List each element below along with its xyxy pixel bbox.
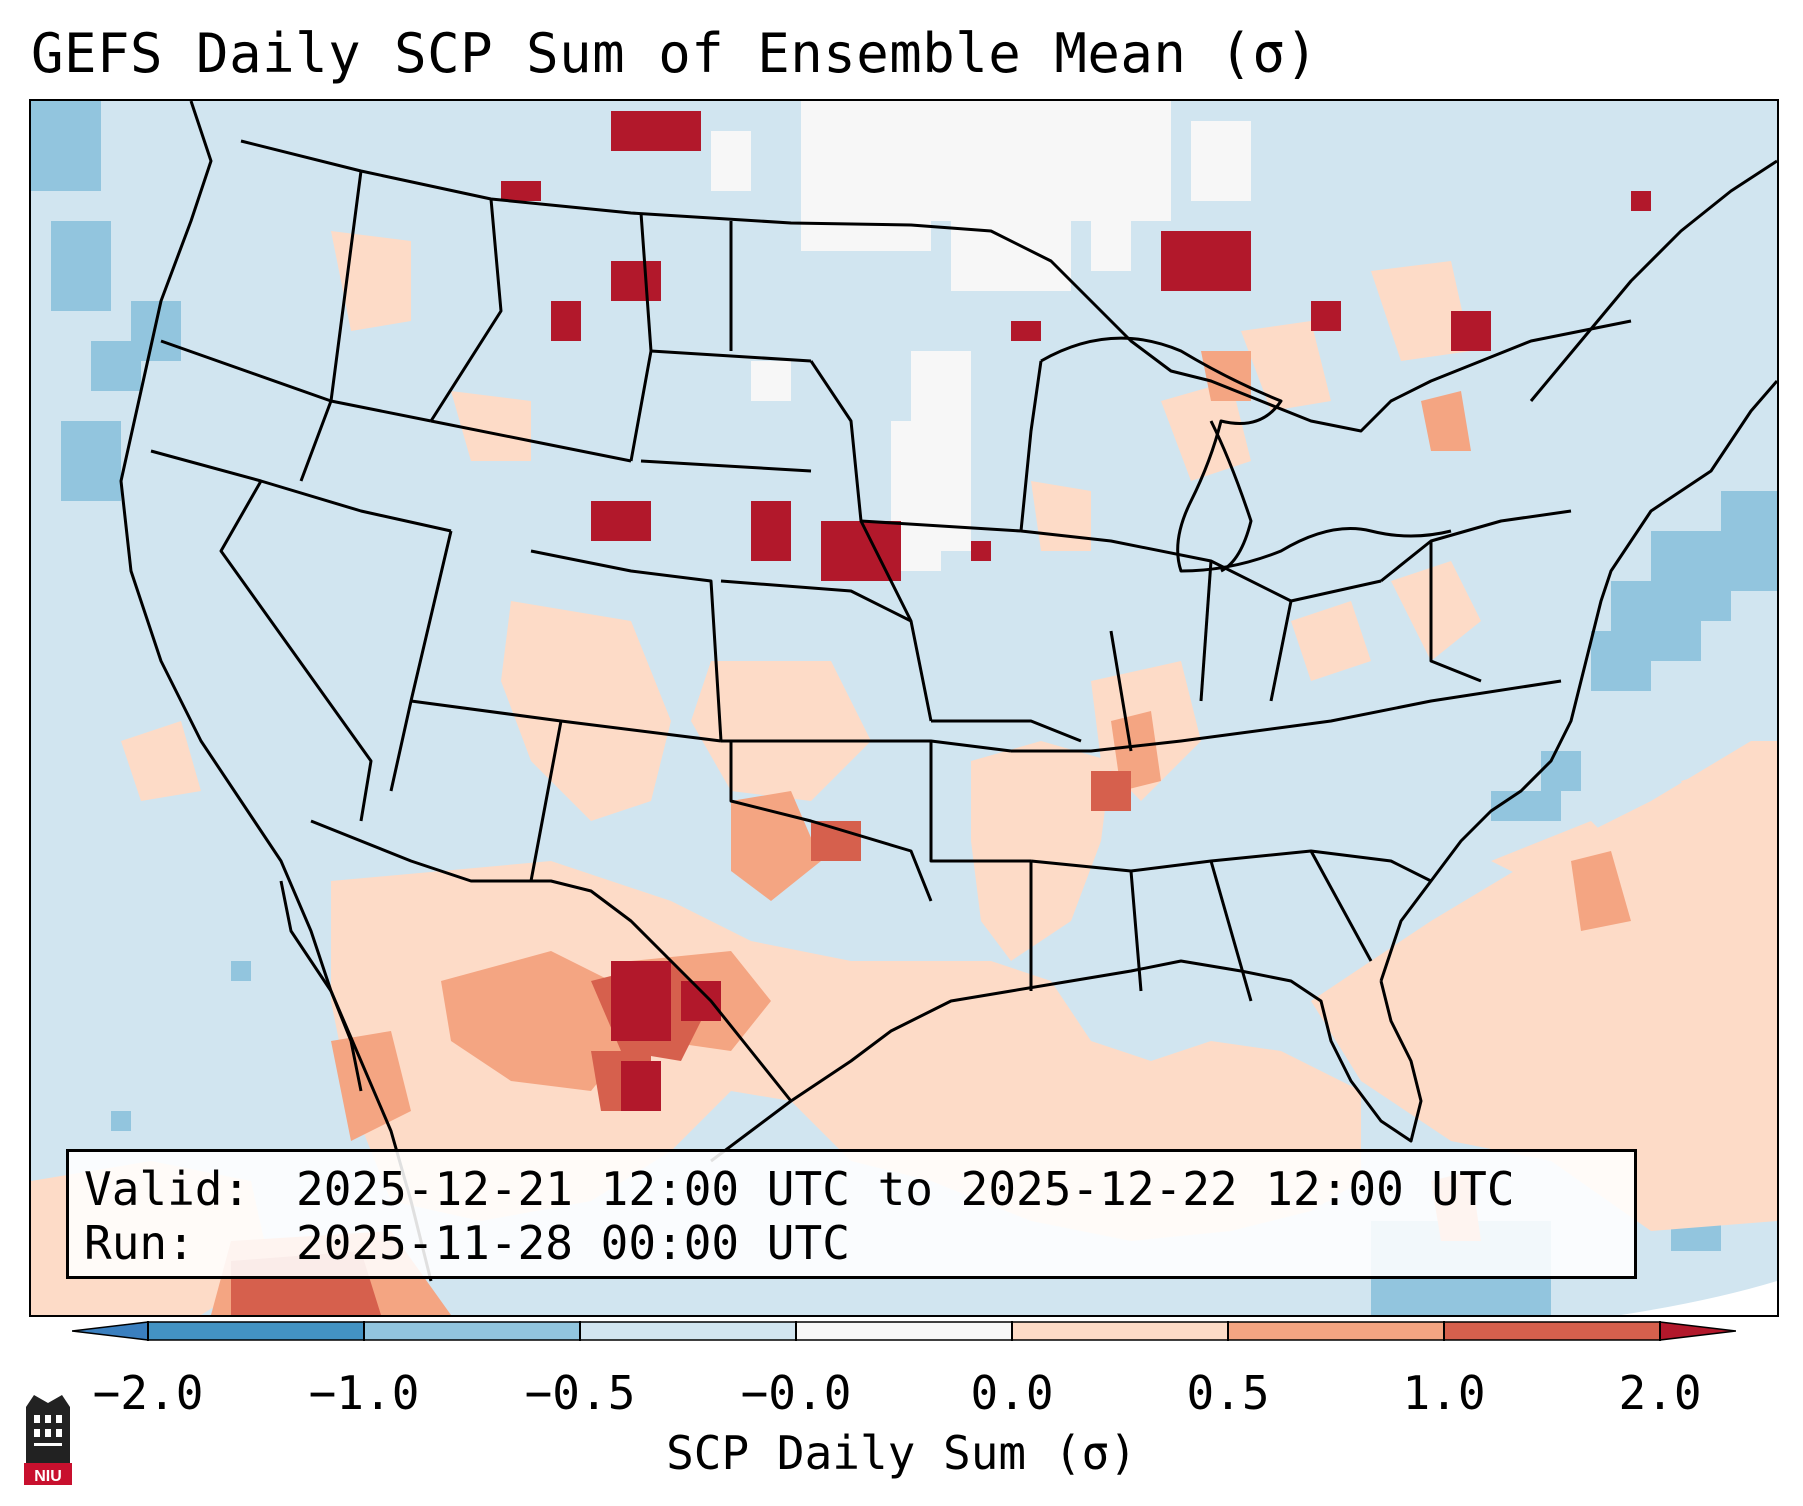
colorbar-extend-high [1659, 1321, 1736, 1341]
colorbar-tick-label: 0.5 [1186, 1366, 1270, 1420]
validity-info-box: Valid: 2025-12-21 12:00 UTC to 2025-12-22… [66, 1149, 1637, 1279]
colorbar-tick-label: −2.0 [92, 1366, 204, 1420]
niu-logo: NIU [24, 1395, 72, 1485]
colorbar-tick-label: −1.0 [308, 1366, 420, 1420]
logo-text: NIU [34, 1468, 62, 1485]
colorbar-bin-neg1-neg05 [364, 1322, 580, 1340]
chart-title: GEFS Daily SCP Sum of Ensemble Mean (σ) [31, 22, 1319, 85]
colorbar-bin-05-1 [1228, 1322, 1444, 1340]
valid-line: Valid: 2025-12-21 12:00 UTC to 2025-12-22… [84, 1162, 1515, 1216]
baja-coast [279, 880, 363, 1092]
run-value: 2025-11-28 00:00 UTC [296, 1216, 850, 1270]
extreme-positive-field [501, 111, 1651, 1111]
colorbar-bin-neg05-0 [580, 1322, 796, 1340]
colorbar-bin-neg2-neg1 [148, 1322, 364, 1340]
valid-value: 2025-12-21 12:00 UTC to 2025-12-22 12:00… [296, 1162, 1515, 1216]
colorbar-tick-label: 1.0 [1402, 1366, 1486, 1420]
run-label: Run: [84, 1216, 195, 1270]
zero-region [711, 101, 1251, 571]
colorbar-bin-0-05 [1012, 1322, 1228, 1340]
valid-label: Valid: [84, 1162, 251, 1216]
canada-coast-east [1529, 159, 1777, 402]
colorbar-tick-marks [147, 1321, 1661, 1341]
mexico-border [310, 819, 793, 1102]
boundaries [119, 101, 1777, 1282]
colorbar-extend-low [72, 1321, 149, 1341]
colorbar-bin-1-2 [1444, 1322, 1660, 1340]
colorbar-label: SCP Daily Sum (σ) [666, 1426, 1137, 1480]
great-lakes [1040, 336, 1452, 573]
east-coast [1379, 380, 1777, 982]
colorbar-tick-label: −0.5 [524, 1366, 636, 1420]
colorbar-bin-0-0 [796, 1322, 1012, 1340]
west-coast [119, 101, 433, 1282]
colorbar-tick-label: 2.0 [1618, 1366, 1702, 1420]
colorbar [72, 1321, 1736, 1341]
colorbar-tick-label: −0.0 [740, 1366, 852, 1420]
canada-us-border [240, 139, 1632, 433]
scp-map [31, 101, 1777, 1315]
out-of-domain-bottom-right [1621, 1281, 1777, 1315]
run-line: Run: 2025-11-28 00:00 UTC [84, 1216, 850, 1270]
colorbar-tick-label: 0.0 [970, 1366, 1054, 1420]
map-panel [29, 99, 1779, 1317]
